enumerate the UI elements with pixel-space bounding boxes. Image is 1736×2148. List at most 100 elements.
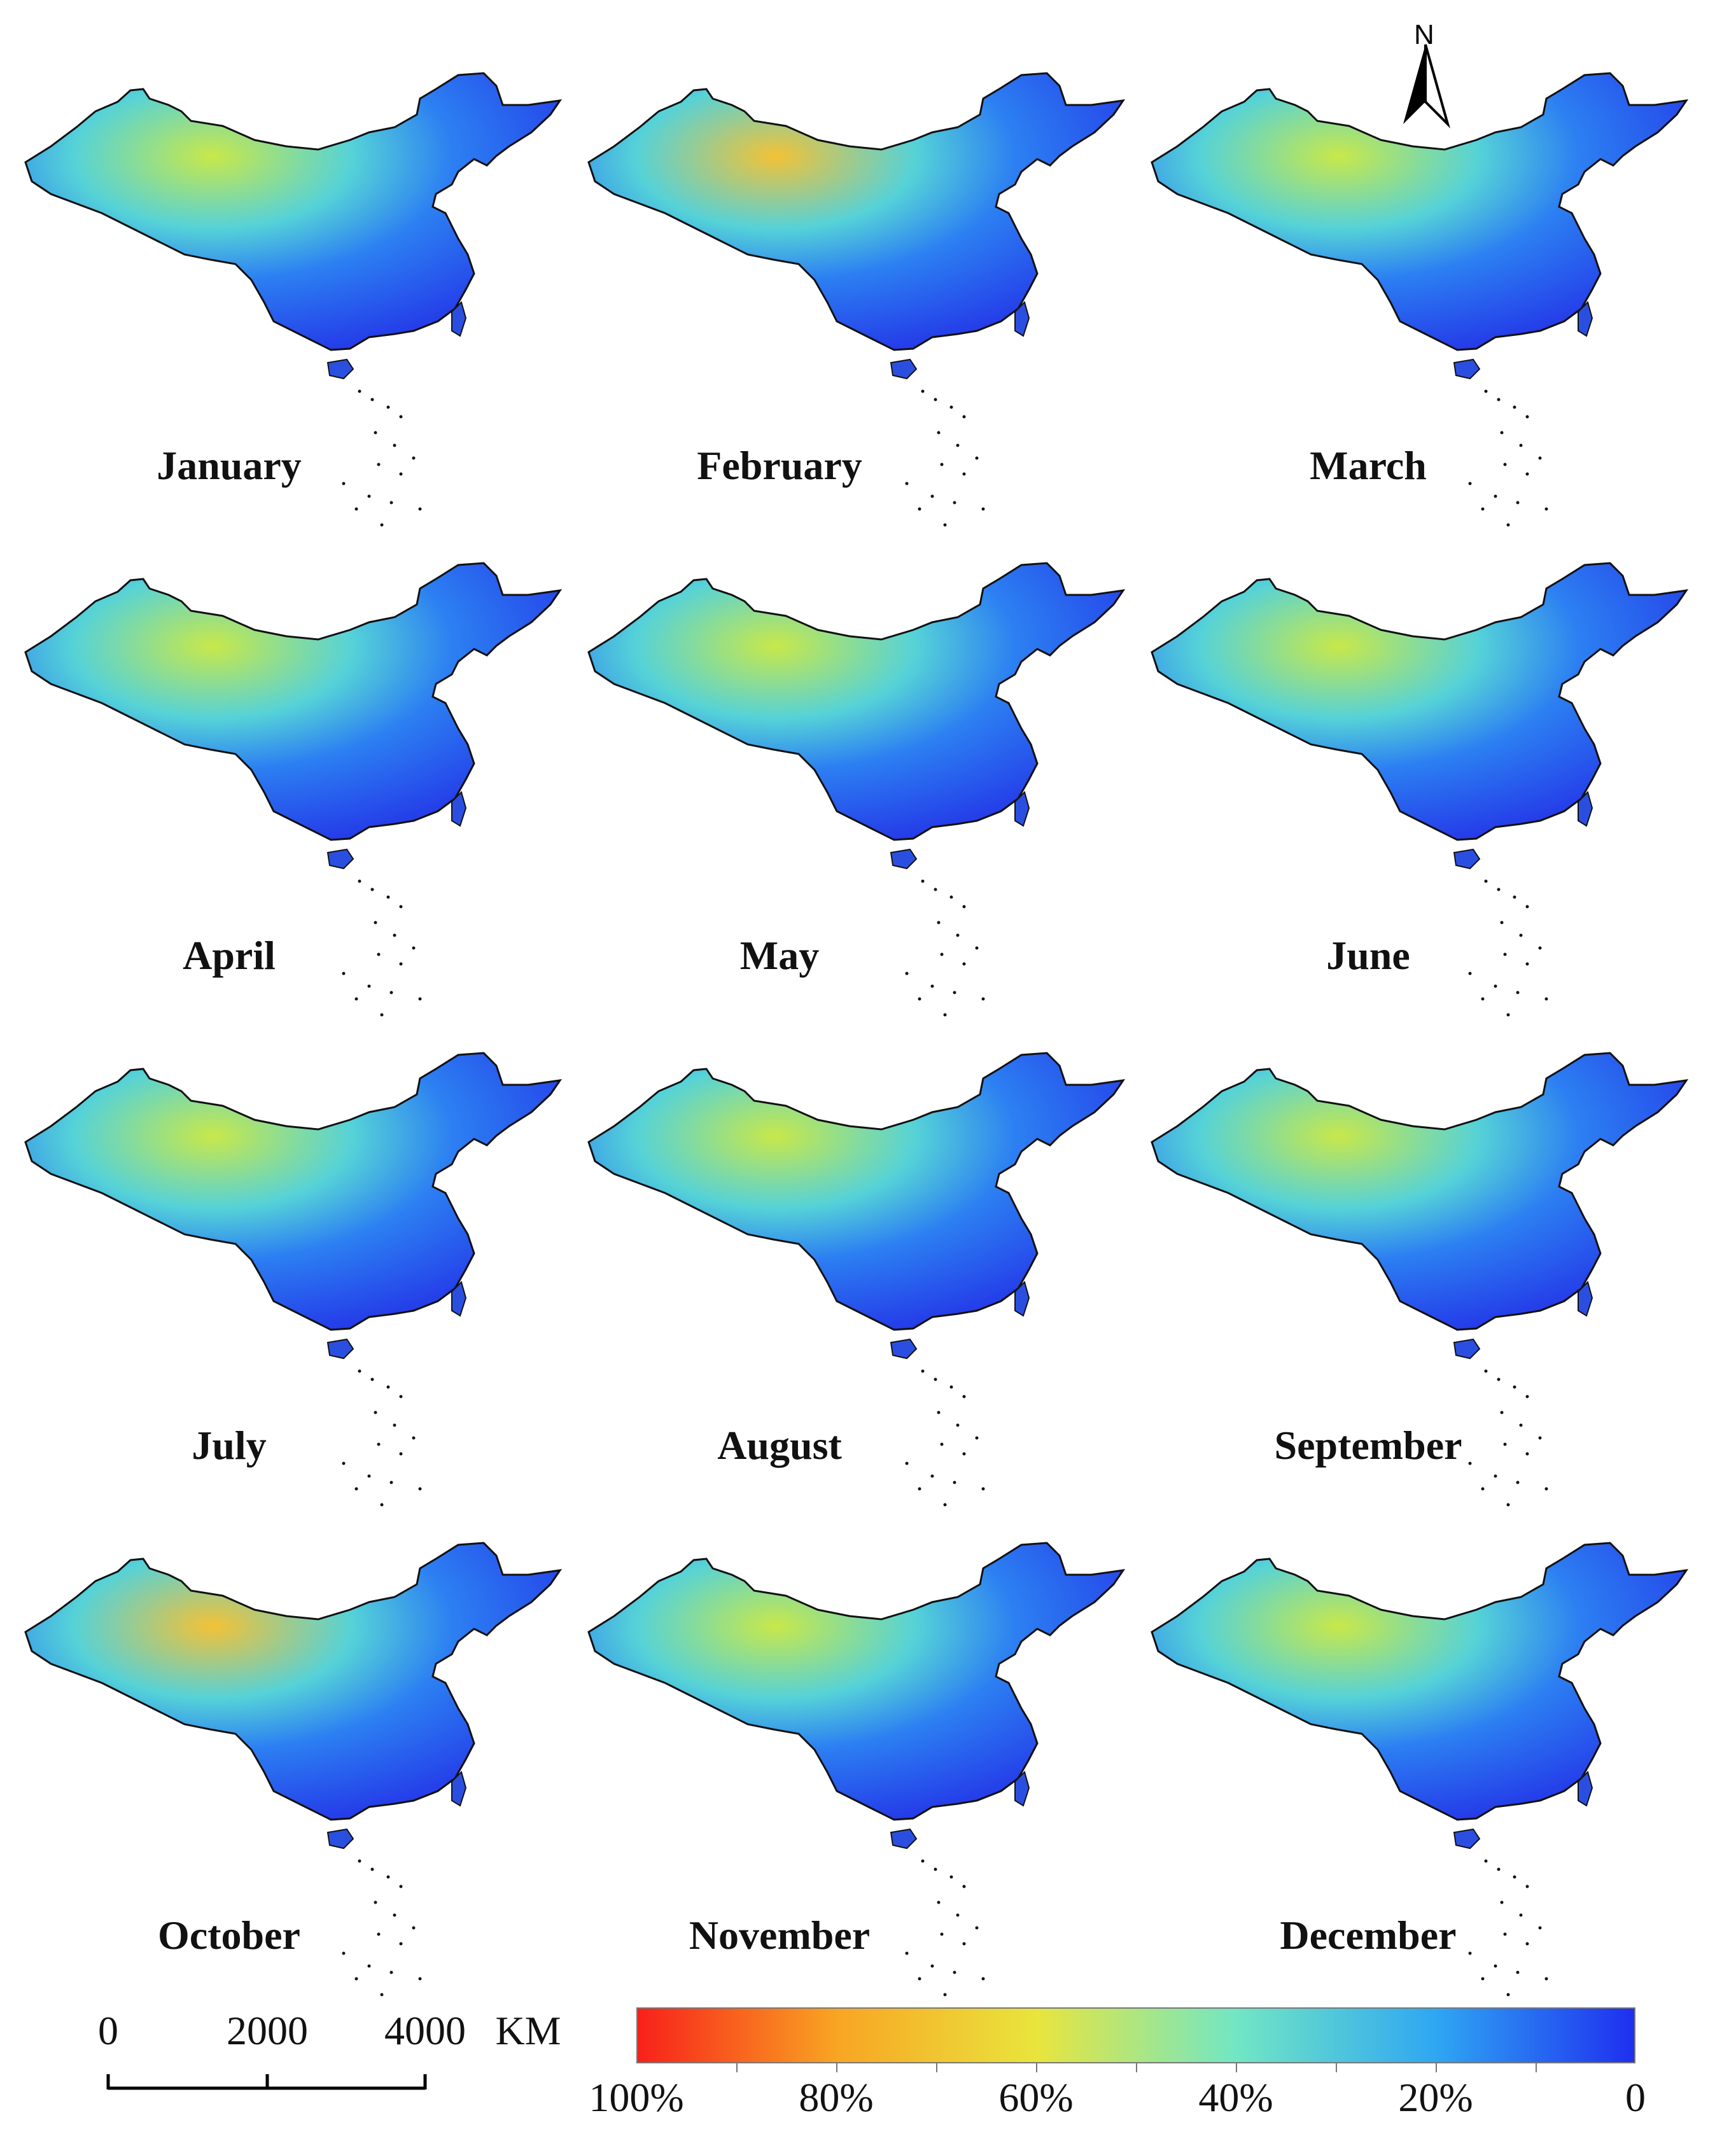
- china-outline: [587, 72, 1126, 351]
- island-dot: [354, 1977, 358, 1981]
- island-dot: [949, 1875, 953, 1879]
- island-dot: [377, 463, 381, 466]
- island-dot: [1494, 1964, 1497, 1968]
- island-dot: [1516, 991, 1520, 994]
- island-dot: [981, 1487, 985, 1491]
- island-dot: [918, 1977, 921, 1981]
- island-dot: [1525, 905, 1529, 909]
- island-dot: [937, 1411, 941, 1414]
- island-dot: [905, 1951, 909, 1955]
- island-dot: [358, 389, 361, 393]
- taiwan-island: [1578, 1771, 1593, 1807]
- island-dot: [930, 494, 934, 498]
- island-dot: [399, 1885, 403, 1888]
- map-panel-march: March: [1139, 51, 1699, 547]
- island-dot: [943, 1013, 947, 1017]
- island-dot: [1484, 879, 1488, 883]
- hainan-island: [1453, 848, 1481, 870]
- month-label-february: February: [697, 443, 862, 488]
- island-dot: [389, 991, 393, 994]
- island-dot: [905, 972, 909, 975]
- island-dot: [930, 1964, 934, 1968]
- island-dot: [930, 984, 934, 988]
- island-dot: [921, 1369, 925, 1373]
- island-dot: [981, 1977, 985, 1981]
- island-dot: [389, 1970, 393, 1974]
- island-dot: [956, 443, 960, 447]
- china-map-april: [24, 562, 563, 1017]
- island-dot: [1525, 962, 1529, 966]
- month-label-august: August: [717, 1423, 842, 1468]
- china-map-march: [1151, 72, 1689, 527]
- island-dot: [354, 997, 358, 1001]
- taiwan-island: [1578, 1281, 1593, 1317]
- island-dot: [367, 1964, 371, 1968]
- island-dot: [1481, 507, 1485, 511]
- hainan-island: [1453, 358, 1481, 380]
- island-dot: [1519, 1913, 1523, 1917]
- island-dot: [1494, 984, 1497, 988]
- island-dot: [399, 1942, 403, 1946]
- island-dot: [940, 952, 944, 956]
- island-dot: [905, 482, 909, 485]
- hainan-island: [890, 1338, 918, 1360]
- island-dot: [380, 1503, 384, 1507]
- china-map-october: [24, 1542, 563, 1997]
- island-dot: [956, 1913, 960, 1917]
- taiwan-island: [1578, 301, 1593, 337]
- island-dot: [1525, 1395, 1529, 1398]
- china-map-january: [24, 72, 563, 527]
- island-dot: [962, 1395, 966, 1398]
- island-dot: [370, 1867, 374, 1871]
- china-outline: [587, 562, 1126, 841]
- island-dot: [1468, 1951, 1472, 1955]
- island-dot: [1525, 1942, 1529, 1946]
- island-dot: [354, 507, 358, 511]
- island-dot: [975, 1436, 979, 1440]
- island-dot: [412, 946, 416, 950]
- island-dot: [389, 501, 393, 505]
- island-dot: [943, 1993, 947, 1997]
- island-dot: [380, 523, 384, 527]
- island-dot: [1506, 1993, 1510, 1997]
- island-dot: [940, 1932, 944, 1936]
- island-dot: [358, 1859, 361, 1863]
- island-dot: [393, 933, 396, 937]
- island-dot: [358, 1369, 361, 1373]
- china-outline: [1151, 1542, 1689, 1821]
- island-dot: [1519, 1423, 1523, 1427]
- island-dot: [1506, 523, 1510, 527]
- hainan-island: [326, 358, 354, 380]
- island-dot: [374, 1411, 377, 1414]
- island-dot: [1481, 1487, 1485, 1491]
- island-dot: [1481, 997, 1485, 1001]
- month-label-march: March: [1310, 443, 1427, 488]
- monthly-maps-grid: January February March April May June Ju…: [24, 51, 1699, 1997]
- island-dot: [418, 1487, 422, 1491]
- island-dot: [1544, 1977, 1548, 1981]
- legend-tick: [1336, 2063, 1337, 2072]
- island-dot: [1484, 1859, 1488, 1863]
- island-dot: [377, 1932, 381, 1936]
- island-dot: [921, 389, 925, 393]
- map-panel-september: September: [1139, 1031, 1699, 1527]
- island-dot: [393, 1913, 396, 1917]
- map-panel-may: May: [576, 541, 1136, 1037]
- china-outline: [24, 72, 563, 351]
- island-dot: [418, 507, 422, 511]
- island-dot: [399, 1452, 403, 1456]
- map-panel-june: June: [1139, 541, 1699, 1037]
- color-bar: [636, 2007, 1635, 2063]
- island-dot: [389, 1481, 393, 1484]
- island-dot: [953, 1481, 956, 1484]
- island-dot: [962, 1452, 966, 1456]
- taiwan-island: [1578, 791, 1593, 827]
- island-dot: [975, 1926, 979, 1930]
- island-dot: [1516, 501, 1520, 505]
- island-dot: [370, 398, 374, 401]
- island-dot: [953, 991, 956, 994]
- island-dot: [1497, 1377, 1501, 1381]
- island-dot: [949, 895, 953, 899]
- hainan-island: [1453, 1828, 1481, 1850]
- china-map-july: [24, 1052, 563, 1507]
